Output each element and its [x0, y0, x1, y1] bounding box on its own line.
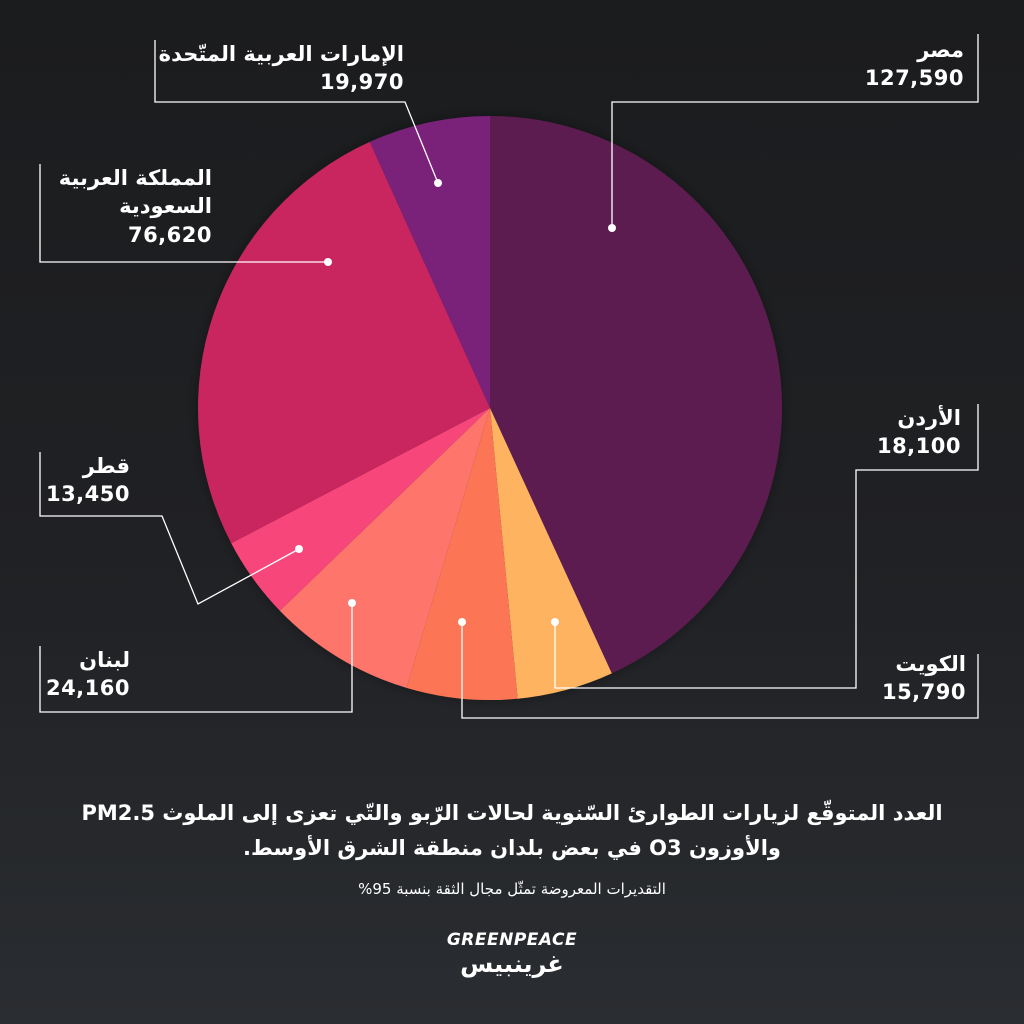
- label-ksa-value: 76,620: [127, 222, 212, 247]
- label-qatar-name: قطر: [82, 454, 130, 478]
- leader-line-ksa: [39, 164, 328, 263]
- greenpeace-logo: GREENPEACE غرينبيس: [412, 930, 612, 990]
- leader-dot-lebanon: [348, 599, 356, 607]
- label-jordan: الأردن 18,100: [877, 404, 961, 461]
- label-lebanon-name: لبنان: [79, 648, 130, 672]
- label-uae-name: الإمارات العربية المتّحدة: [158, 42, 404, 66]
- pie-slice-uae: [369, 116, 490, 408]
- label-uae-value: 19,970: [319, 70, 404, 95]
- label-ksa-name-line2: السعودية: [119, 194, 212, 219]
- leader-line-qatar: [39, 452, 300, 605]
- leader-line-uae: [154, 40, 439, 184]
- pie-slice-jordan: [406, 408, 518, 701]
- label-egypt-name: مصر: [917, 38, 964, 62]
- label-egypt: مصر 127,590: [865, 36, 964, 93]
- chart-subtitle: التقديرات المعروضة تمثّل مجال الثقة بنسب…: [358, 880, 666, 898]
- label-kuwait-name: الكويت: [895, 652, 966, 676]
- leader-dot-qatar: [295, 545, 303, 553]
- pie-slice-egypt: [490, 116, 783, 674]
- leader-line-jordan: [554, 404, 979, 689]
- chart-title: العدد المتوقّع لزيارات الطوارئ السّنوية …: [60, 796, 964, 865]
- label-qatar: قطر 13,450: [46, 452, 130, 509]
- label-lebanon: لبنان 24,160: [46, 646, 130, 703]
- label-kuwait-value: 15,790: [881, 680, 966, 705]
- leader-dot-jordan: [551, 618, 559, 626]
- leader-line-kuwait: [461, 622, 979, 719]
- leader-line-lebanon: [39, 603, 353, 713]
- leader-dot-ksa: [324, 258, 332, 266]
- label-egypt-value: 127,590: [864, 66, 964, 91]
- label-jordan-name: الأردن: [897, 406, 961, 430]
- pie-slice-qatar: [231, 408, 491, 611]
- label-uae: الإمارات العربية المتّحدة 19,970: [159, 40, 404, 97]
- chart-title-line1: العدد المتوقّع لزيارات الطوارئ السّنوية …: [81, 801, 943, 825]
- chart-title-line2: والأوزون O3 في بعض بلدان منطقة الشرق الأ…: [243, 835, 781, 860]
- label-kuwait: الكويت 15,790: [882, 650, 966, 707]
- leader-line-egypt: [611, 34, 979, 228]
- pie-slice-lebanon: [279, 408, 490, 688]
- label-ksa-name-line1: المملكة العربية: [58, 166, 212, 190]
- label-jordan-value: 18,100: [876, 434, 961, 459]
- label-qatar-value: 13,450: [45, 482, 130, 507]
- pie-slice-ksa: [197, 141, 490, 544]
- leader-dot-kuwait: [458, 618, 466, 626]
- label-lebanon-value: 24,160: [45, 676, 130, 701]
- leader-dot-egypt: [608, 224, 616, 232]
- logo-text-ar: غرينبيس: [460, 950, 564, 978]
- pie-slice-kuwait: [490, 408, 612, 699]
- leader-dot-uae: [434, 179, 442, 187]
- logo-text-en: GREENPEACE: [446, 930, 578, 950]
- label-ksa: المملكة العربية السعودية 76,620: [59, 164, 212, 249]
